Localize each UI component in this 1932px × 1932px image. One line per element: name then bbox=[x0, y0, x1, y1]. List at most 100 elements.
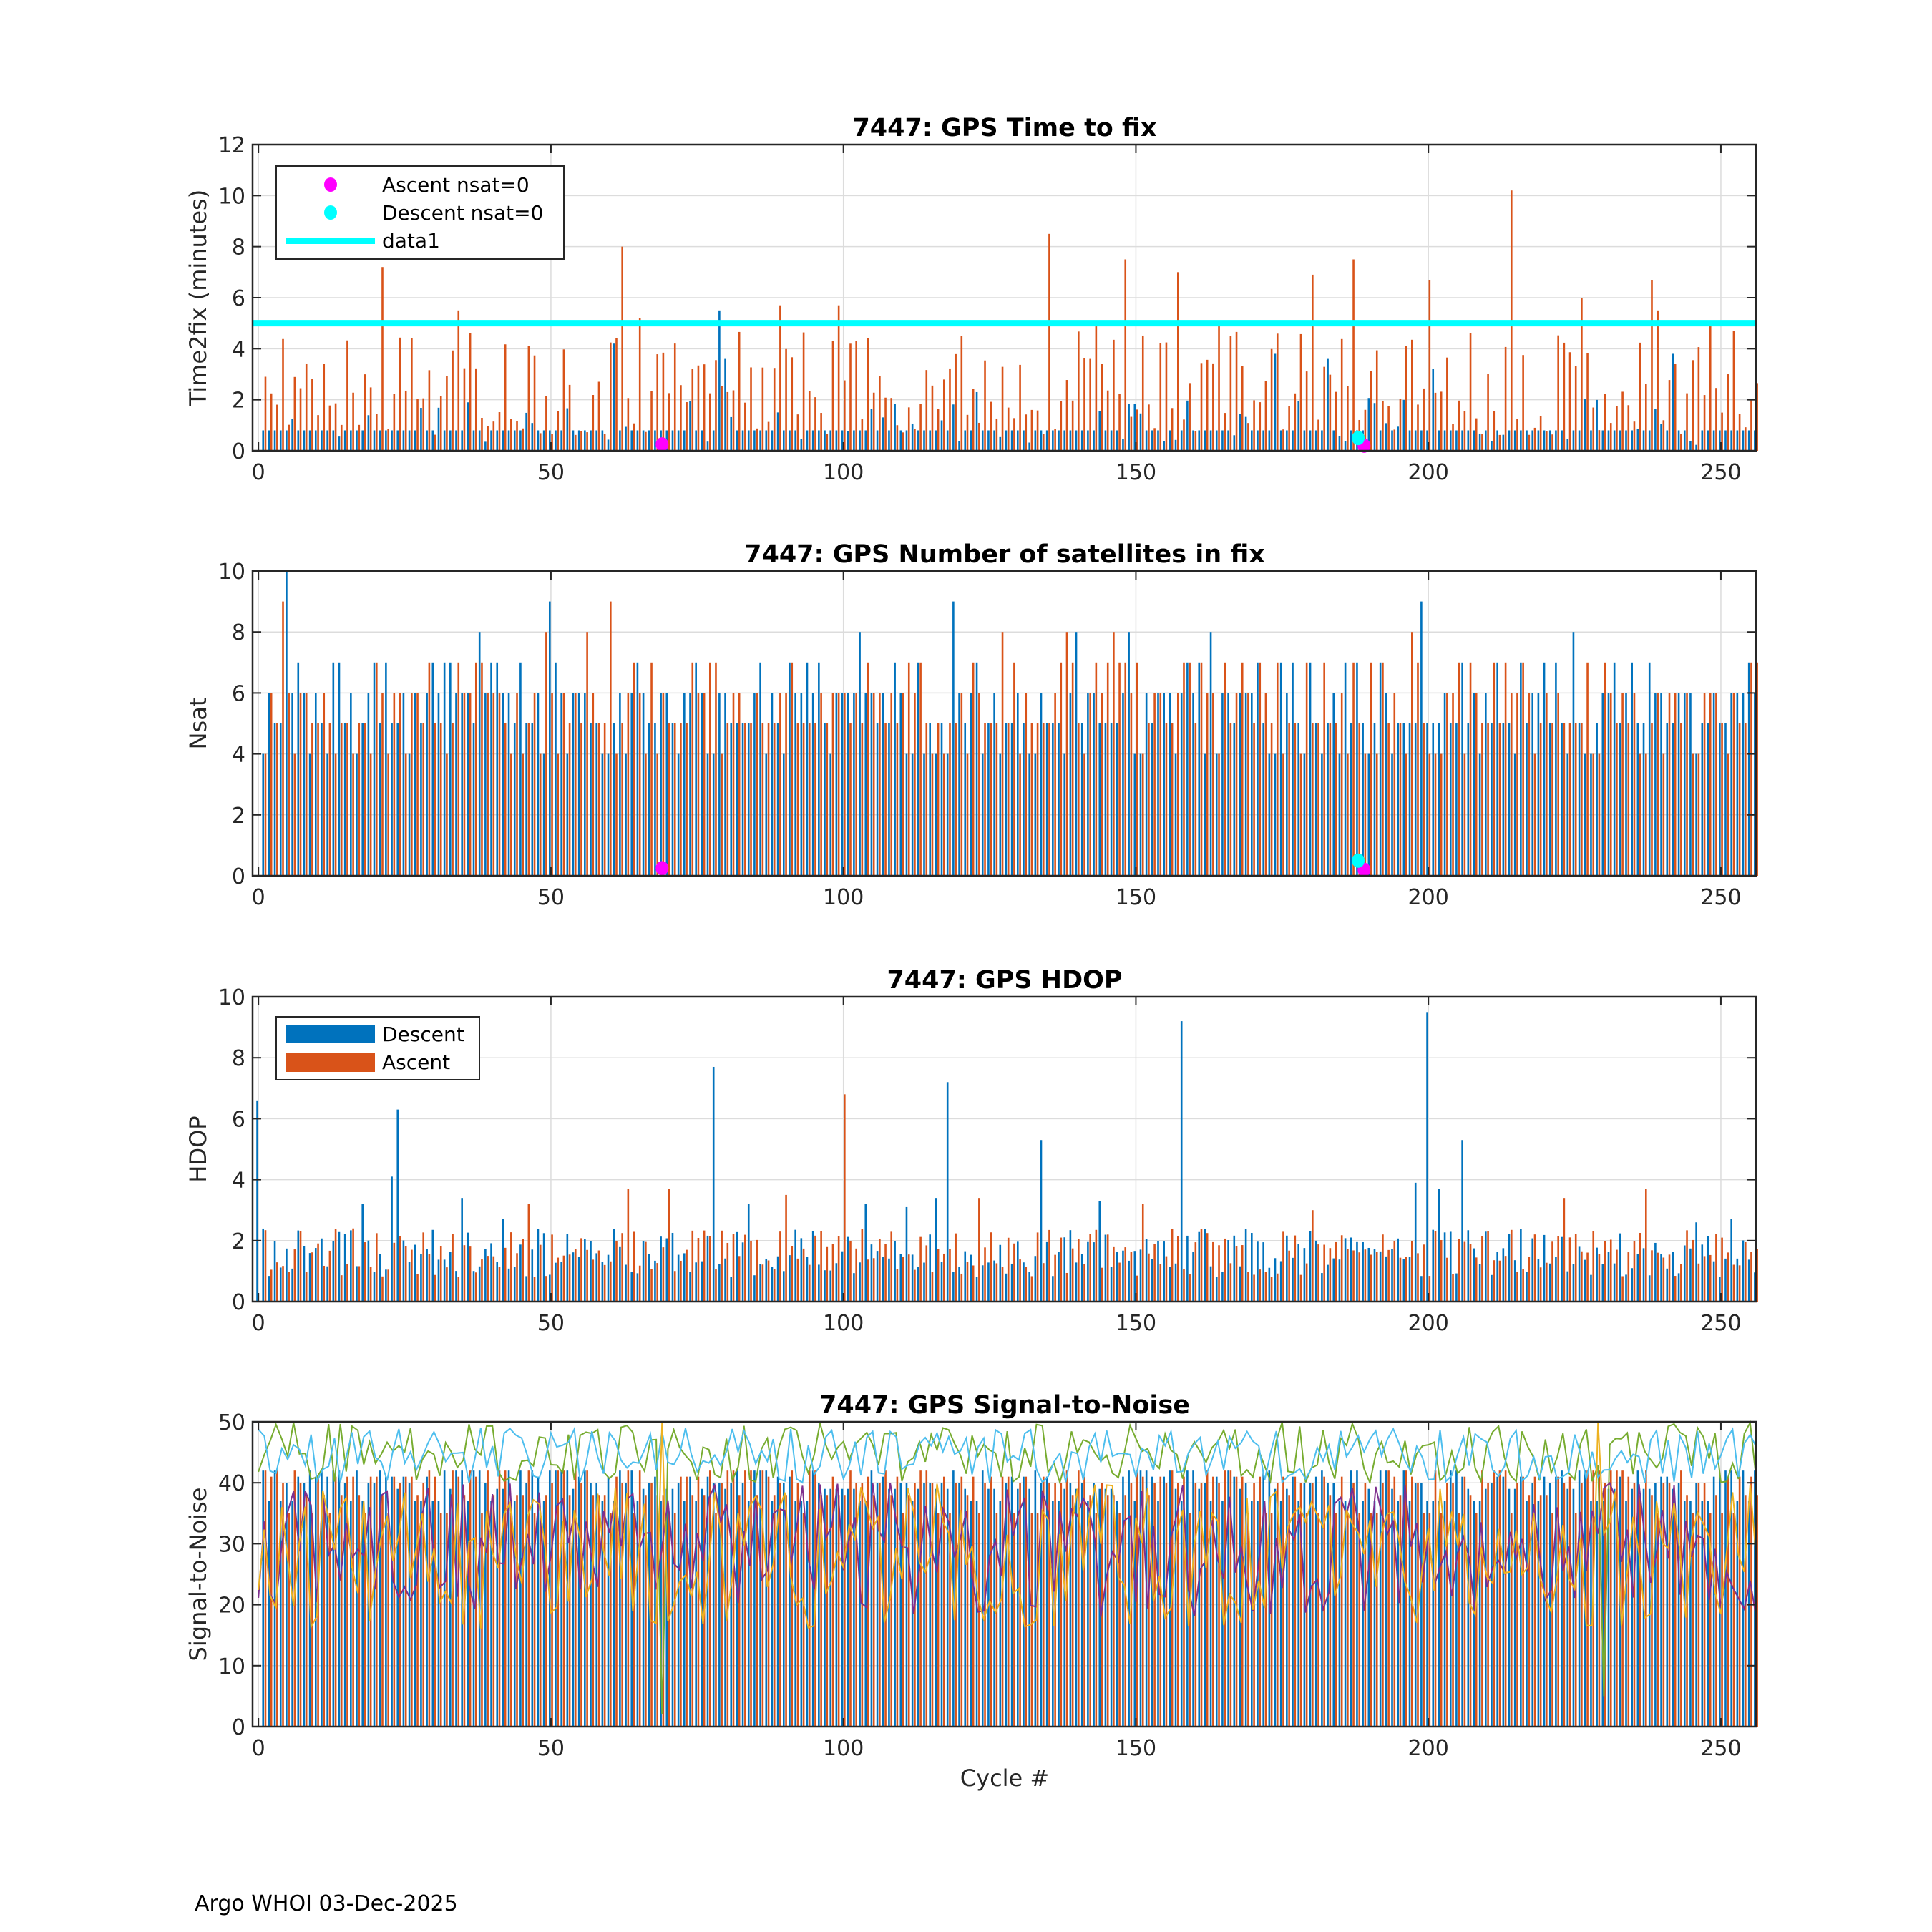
descent-bar bbox=[1128, 1260, 1130, 1302]
descent-bar bbox=[1724, 723, 1727, 876]
ascent-bar bbox=[1528, 434, 1531, 451]
ascent-bar bbox=[879, 1483, 881, 1727]
descent-bar bbox=[1133, 1251, 1136, 1302]
descent-bar bbox=[993, 430, 995, 451]
ascent-bar bbox=[1469, 1495, 1472, 1727]
descent-bar bbox=[636, 662, 639, 876]
ascent-bar bbox=[1627, 723, 1630, 876]
ascent-bar bbox=[545, 632, 547, 876]
descent-bar bbox=[1303, 753, 1306, 876]
ascent-bar bbox=[311, 379, 313, 451]
descent-bar bbox=[899, 1254, 902, 1302]
descent-bar bbox=[1350, 1470, 1352, 1727]
ascent-bar bbox=[1568, 1237, 1571, 1302]
descent-bar bbox=[1385, 693, 1387, 876]
descent-bar bbox=[1607, 430, 1610, 451]
descent-bar bbox=[1314, 723, 1317, 876]
ascent-bar bbox=[288, 693, 290, 876]
ascent-bar bbox=[1510, 693, 1513, 876]
descent-bar bbox=[794, 1229, 796, 1302]
descent-bar bbox=[806, 1501, 809, 1727]
descent-bar bbox=[1151, 430, 1153, 451]
descent-bar bbox=[1485, 693, 1487, 876]
ascent-bar bbox=[907, 407, 910, 451]
ascent-bar bbox=[1089, 1234, 1091, 1302]
ascent-bar bbox=[1387, 406, 1390, 451]
ascent-bar bbox=[1305, 371, 1308, 451]
ascent-bar bbox=[814, 723, 816, 876]
descent-bar bbox=[1631, 662, 1633, 876]
ascent-bar bbox=[1364, 409, 1367, 451]
ascent-bar bbox=[387, 1513, 389, 1727]
ascent-bar bbox=[1375, 1252, 1378, 1302]
ascent-bar bbox=[346, 340, 348, 451]
descent-bar bbox=[1227, 1240, 1229, 1302]
ascent-bar bbox=[1674, 364, 1677, 451]
ascent-bar bbox=[1756, 1249, 1758, 1302]
ascent-bar bbox=[1522, 1476, 1524, 1727]
descent-bar bbox=[314, 430, 317, 451]
descent-bar bbox=[566, 1470, 569, 1727]
ascent-bar bbox=[814, 397, 816, 451]
descent-bar bbox=[619, 693, 621, 876]
ascent-bar bbox=[358, 1266, 361, 1302]
descent-bar bbox=[577, 1476, 580, 1727]
ascent-bar bbox=[1212, 1241, 1214, 1302]
descent-bar bbox=[1520, 662, 1522, 876]
descent-bar bbox=[502, 1219, 504, 1302]
descent-bar bbox=[1274, 1258, 1277, 1302]
descent-bar bbox=[1491, 441, 1493, 451]
descent-bar bbox=[449, 1488, 452, 1727]
ascent-bar bbox=[1347, 753, 1349, 876]
ascent-bar bbox=[381, 1495, 384, 1727]
descent-bar bbox=[1531, 1238, 1534, 1302]
ascent-bar bbox=[1382, 401, 1384, 451]
descent-bar bbox=[706, 753, 709, 876]
ascent-bar bbox=[1329, 1248, 1332, 1302]
descent-bar bbox=[1438, 430, 1440, 451]
ascent-bar bbox=[831, 1244, 834, 1302]
descent-bar bbox=[975, 391, 978, 451]
descent-bar bbox=[1314, 1476, 1317, 1727]
ascent-bar bbox=[346, 723, 348, 876]
ascent-bar bbox=[849, 1470, 852, 1727]
ascent-bar bbox=[808, 1264, 811, 1302]
descent-bar bbox=[1742, 693, 1745, 876]
descent-bar bbox=[753, 1275, 756, 1302]
ascent-bar bbox=[487, 693, 489, 876]
ascent-bar bbox=[879, 1238, 881, 1302]
ascent-bar bbox=[732, 390, 735, 451]
ascent-bar bbox=[1294, 393, 1297, 451]
descent-bar bbox=[1104, 1488, 1107, 1727]
ascent-bar bbox=[686, 402, 688, 451]
ascent-bar bbox=[1071, 662, 1074, 876]
descent-bar bbox=[1069, 1483, 1072, 1727]
ascent-bar bbox=[487, 426, 489, 451]
descent-bar bbox=[1526, 1272, 1528, 1302]
ascent-bar bbox=[434, 723, 436, 876]
descent-bar bbox=[1531, 693, 1534, 876]
descent-bar bbox=[736, 1231, 738, 1302]
descent-bar bbox=[1491, 1483, 1493, 1727]
descent-bar bbox=[1572, 632, 1575, 876]
ascent-bar bbox=[340, 723, 343, 876]
descent-bar bbox=[408, 1262, 411, 1302]
descent-bar bbox=[1712, 430, 1715, 451]
ascent-bar bbox=[610, 342, 612, 451]
ascent-bar bbox=[1686, 393, 1688, 451]
ascent-bar bbox=[732, 1234, 735, 1302]
descent-bar bbox=[1724, 430, 1727, 451]
descent-bar bbox=[1028, 442, 1030, 451]
descent-bar bbox=[1613, 430, 1616, 451]
descent-bar bbox=[455, 1470, 457, 1727]
descent-bar bbox=[1730, 693, 1732, 876]
ascent-bar bbox=[1241, 662, 1244, 876]
ascent-bar bbox=[1715, 388, 1717, 451]
lightblue-snr-line bbox=[258, 1426, 1757, 1484]
ascent-bar bbox=[662, 352, 665, 451]
descent-bar bbox=[513, 1267, 516, 1302]
descent-bar bbox=[1566, 439, 1569, 451]
descent-bar bbox=[1169, 693, 1171, 876]
ascent-bar bbox=[1130, 693, 1133, 876]
ascent-bar bbox=[504, 723, 507, 876]
